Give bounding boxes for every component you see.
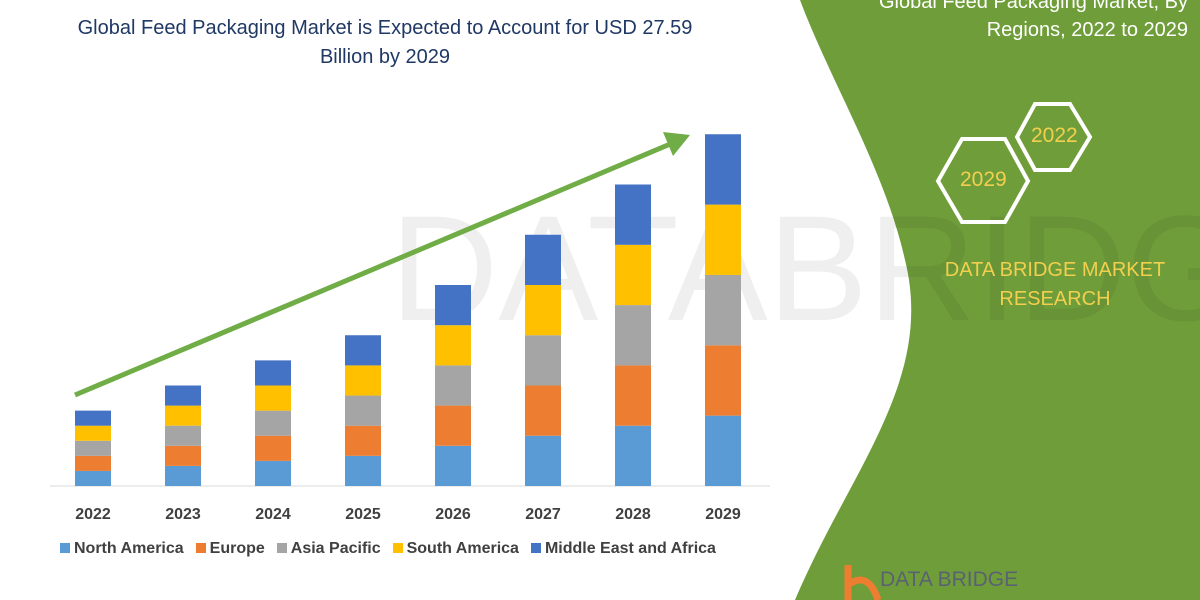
bar-2027-europe — [525, 385, 561, 436]
legend-item: Asia Pacific — [276, 540, 381, 558]
legend-item: Middle East and Africa — [530, 540, 716, 558]
bar-2028-south-america — [615, 244, 651, 306]
brand-text: DATA BRIDGE MARKET RESEARCH — [944, 259, 1166, 310]
side-title: Global Feed Packaging Market, By Regions… — [878, 0, 1188, 41]
x-tick-label: 2027 — [525, 506, 561, 523]
legend-swatch — [195, 543, 206, 553]
legend-swatch — [530, 543, 541, 553]
bar-2027-south-america — [525, 285, 561, 336]
x-tick-label: 2029 — [705, 506, 741, 523]
bar-2026-south-america — [435, 325, 471, 366]
x-tick-label: 2023 — [165, 506, 201, 523]
green-panel — [795, 0, 1200, 600]
bar-2022-north-america — [75, 470, 111, 486]
bar-2026-asia-pacific — [435, 365, 471, 406]
trend-arrow — [74, 139, 676, 398]
legend-label: Middle East and Africa — [544, 540, 716, 557]
bar-2027-asia-pacific — [525, 335, 561, 386]
bar-2024-south-america — [255, 385, 291, 411]
bar-2022-asia-pacific — [75, 440, 111, 456]
legend-label: Europe — [209, 540, 265, 557]
bar-2027-north-america — [525, 435, 561, 486]
legend-swatch — [276, 543, 287, 553]
bar-2022-europe — [75, 455, 111, 471]
legend: North America Europe Asia Pacific South Ame… — [60, 540, 716, 558]
bar-2024-europe — [255, 435, 291, 461]
bar-2022-middle-east-and-africa — [75, 410, 111, 426]
bar-2027-middle-east-and-africa — [525, 234, 561, 285]
bar-2029-europe — [705, 345, 741, 416]
bar-2023-europe — [165, 445, 201, 466]
bar-2028-asia-pacific — [615, 305, 651, 366]
hexagon-2022 — [1014, 102, 1093, 172]
logo-text: DATA BRIDGE — [880, 568, 1019, 591]
bar-2022-south-america — [75, 425, 111, 441]
bar-2029-south-america — [705, 204, 741, 275]
x-tick-label: 2024 — [255, 506, 291, 523]
bar-2029-asia-pacific — [705, 274, 741, 346]
legend-item: Europe — [195, 540, 265, 558]
hexagon-label-2022: 2022 — [1031, 124, 1078, 147]
hexagon-label-2029: 2029 — [960, 168, 1007, 191]
legend-label: North America — [74, 540, 184, 557]
legend-swatch — [392, 543, 403, 553]
x-tick-label: 2028 — [615, 506, 651, 523]
bar-2024-asia-pacific — [255, 410, 291, 436]
bar-2025-asia-pacific — [345, 395, 381, 426]
chart-title: Global Feed Packaging Market is Expected… — [77, 17, 693, 68]
legend-item: North America — [60, 540, 184, 558]
bar-2028-middle-east-and-africa — [615, 184, 651, 245]
bar-2025-europe — [345, 425, 381, 456]
legend-item: South America — [392, 540, 519, 558]
legend-swatch — [60, 543, 70, 553]
bar-2028-europe — [615, 365, 651, 426]
bar-2024-middle-east-and-africa — [255, 360, 291, 386]
legend-label: South America — [406, 540, 519, 557]
legend-label: Asia Pacific — [290, 540, 381, 557]
bar-2025-north-america — [345, 455, 381, 486]
bar-2028-north-america — [615, 425, 651, 486]
bar-2025-south-america — [345, 365, 381, 396]
bar-2029-middle-east-and-africa — [705, 134, 741, 205]
x-tick-label: 2025 — [345, 506, 381, 523]
bar-2025-middle-east-and-africa — [345, 335, 381, 366]
logo-icon — [844, 565, 882, 600]
bar-2026-middle-east-and-africa — [435, 285, 471, 326]
x-tick-label: 2026 — [435, 506, 471, 523]
bar-2026-europe — [435, 405, 471, 446]
hexagon-2029 — [935, 137, 1031, 224]
bar-2023-asia-pacific — [165, 425, 201, 446]
bar-2023-south-america — [165, 405, 201, 426]
bar-2023-middle-east-and-africa — [165, 385, 201, 406]
bar-2029-north-america — [705, 415, 741, 486]
bar-2026-north-america — [435, 445, 471, 486]
x-tick-label: 2022 — [75, 506, 111, 523]
bar-2023-north-america — [165, 465, 201, 486]
bar-2024-north-america — [255, 460, 291, 486]
trend-arrowhead — [663, 132, 690, 156]
